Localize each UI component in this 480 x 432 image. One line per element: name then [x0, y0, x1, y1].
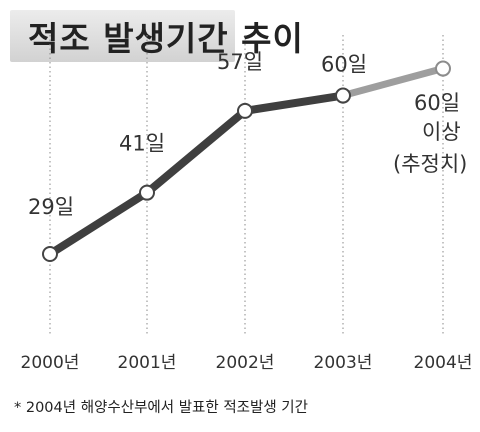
x-tick-label-2: 2002년 [216, 353, 275, 373]
series-segment-2 [241, 91, 347, 115]
estimate-annotation-line-2: (추정치) [393, 152, 467, 176]
data-point-2 [237, 102, 253, 119]
data-label-1: 41일 [119, 132, 165, 156]
chart-title: 적조 발생기간 추이 [28, 19, 304, 58]
series-segment-estimate [339, 65, 447, 100]
estimate-annotation-line-1: 이상 [422, 120, 461, 144]
estimate-annotation-line-0: 60일 [414, 91, 460, 115]
footnote: * 2004년 해양수산부에서 발표한 적조발생 기간 [14, 400, 308, 416]
data-point-0 [42, 246, 58, 262]
series-segment-0 [46, 188, 151, 258]
data-point-3 [335, 87, 351, 104]
data-label-0: 29일 [28, 195, 74, 219]
series-segment-1 [143, 106, 249, 197]
data-label-3: 60일 [321, 53, 367, 77]
x-tick-label-4: 2004년 [414, 353, 473, 373]
data-point-4 [435, 60, 451, 77]
title-background [10, 10, 235, 62]
x-tick-label-1: 2001년 [118, 353, 177, 373]
data-point-1 [139, 184, 155, 201]
x-tick-label-0: 2000년 [21, 353, 80, 373]
x-tick-label-3: 2003년 [314, 353, 373, 373]
data-label-2: 57일 [217, 50, 263, 74]
